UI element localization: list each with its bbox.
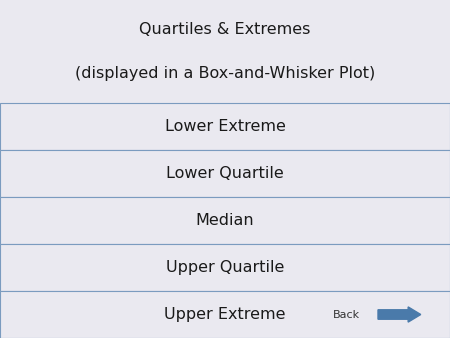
Text: Lower Extreme: Lower Extreme [165, 119, 285, 134]
Text: (displayed in a Box-and-Whisker Plot): (displayed in a Box-and-Whisker Plot) [75, 66, 375, 81]
Text: Median: Median [196, 213, 254, 228]
Text: Lower Quartile: Lower Quartile [166, 166, 284, 181]
Text: Back: Back [333, 310, 360, 319]
Text: Quartiles & Extremes: Quartiles & Extremes [140, 22, 310, 37]
Bar [0, 150, 450, 197]
Text: Upper Quartile: Upper Quartile [166, 260, 284, 275]
Text: Upper Extreme: Upper Extreme [164, 307, 286, 322]
Bar [0, 291, 450, 338]
Bar [0, 103, 450, 150]
FancyArrow shape [378, 307, 421, 322]
Bar [0, 197, 450, 244]
Bar [0, 244, 450, 291]
